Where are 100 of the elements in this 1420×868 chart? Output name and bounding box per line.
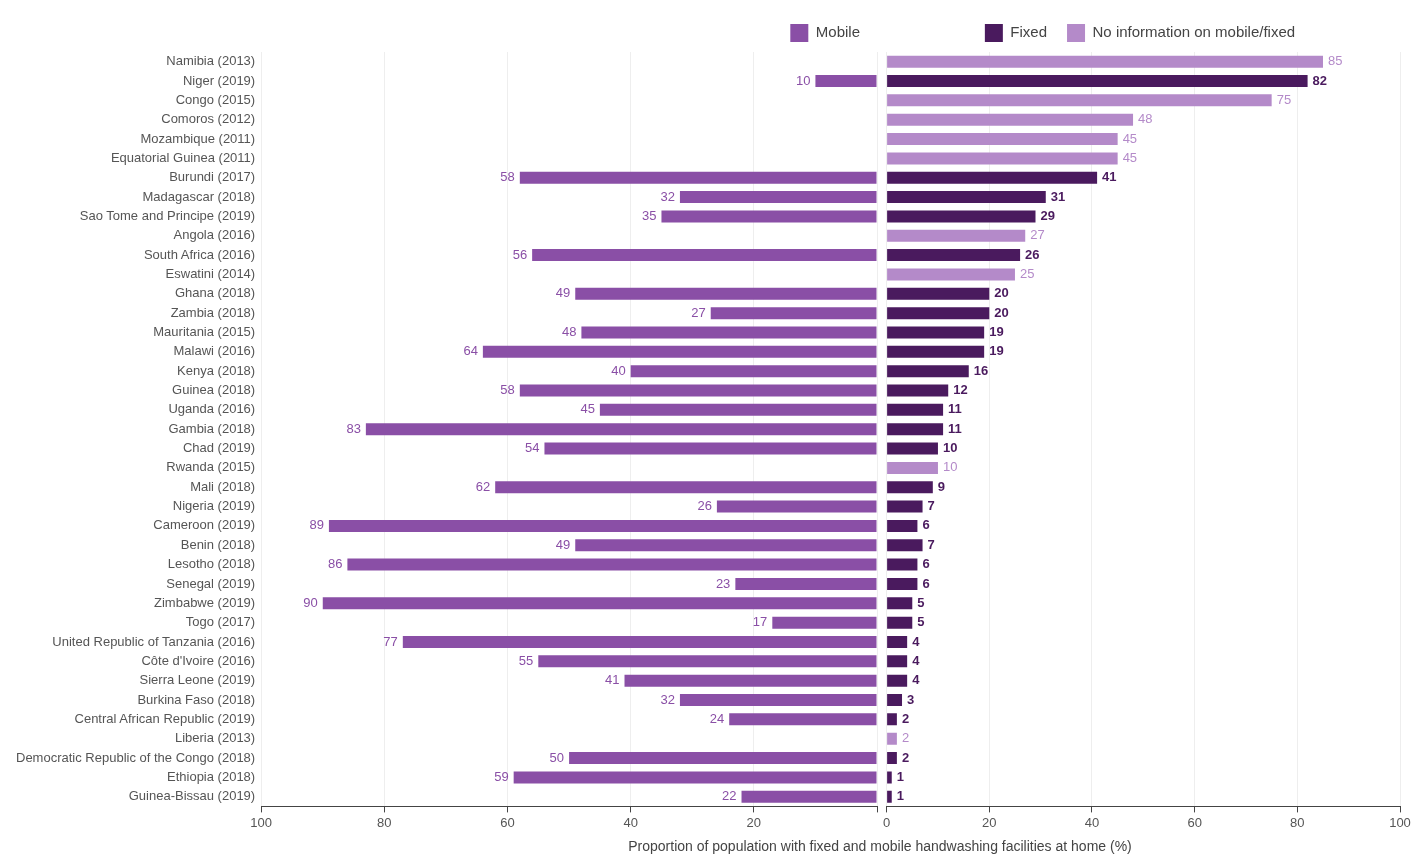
data-label: 26 — [1025, 246, 1040, 262]
data-label: 4 — [912, 652, 921, 668]
bar — [735, 577, 877, 590]
y-tick-label: Benin (2018) — [180, 536, 256, 552]
data-label: 3 — [907, 691, 915, 707]
data-label: 45 — [580, 401, 595, 417]
data-label: 12 — [953, 382, 968, 398]
y-tick-label: Guinea-Bissau (2019) — [128, 788, 256, 804]
x-tick-label: 20 — [746, 814, 762, 830]
data-label: 23 — [715, 575, 731, 591]
data-label: 85 — [1327, 53, 1343, 69]
data-label: 59 — [494, 768, 509, 784]
data-label: 10 — [942, 459, 958, 475]
data-label: 2 — [901, 730, 910, 746]
bar — [887, 790, 892, 803]
data-label: 27 — [691, 304, 706, 320]
bar — [887, 442, 938, 455]
bar — [729, 713, 877, 726]
bar — [630, 365, 877, 378]
bar — [716, 500, 877, 513]
bar — [679, 694, 877, 707]
x-tick-label: 80 — [1290, 814, 1305, 830]
bar — [887, 268, 1015, 281]
data-label: 40 — [611, 362, 626, 378]
bar — [887, 635, 908, 648]
y-tick-label: Democratic Republic of the Congo (2018) — [15, 749, 256, 765]
y-tick-label: Zambia (2018) — [170, 304, 256, 320]
data-label: 4 — [912, 672, 921, 688]
data-label: 56 — [512, 246, 528, 262]
y-tick-label: Niger (2019) — [182, 72, 256, 88]
bar — [887, 423, 944, 436]
bar — [887, 345, 985, 358]
data-label: 31 — [1050, 188, 1066, 204]
y-tick-label: Equatorial Guinea (2011) — [110, 149, 256, 165]
bar — [887, 461, 938, 474]
bar — [887, 326, 985, 339]
data-label: 86 — [327, 556, 343, 572]
bar — [887, 152, 1118, 165]
bar — [772, 616, 877, 629]
data-label: 64 — [463, 343, 478, 359]
data-label: 1 — [896, 768, 904, 784]
data-label: 90 — [303, 594, 318, 610]
legend-label: Mobile — [815, 23, 860, 41]
data-label: 25 — [1019, 266, 1035, 282]
bar — [538, 655, 877, 668]
bar — [887, 519, 918, 532]
data-label: 50 — [549, 749, 565, 765]
bar — [887, 694, 903, 707]
bar — [575, 287, 877, 300]
x-tick-label: 60 — [1187, 814, 1202, 830]
data-label: 49 — [555, 536, 571, 552]
y-tick-label: Eswatini (2014) — [165, 266, 256, 282]
bar — [887, 558, 918, 571]
y-tick-label: Togo (2017) — [185, 614, 256, 630]
y-tick-label: Sao Tome and Principe (2019) — [79, 208, 256, 223]
data-label: 75 — [1276, 91, 1292, 107]
y-tick-label: Ethiopia (2018) — [167, 768, 256, 784]
data-label: 55 — [518, 652, 534, 668]
data-label: 20 — [994, 304, 1009, 320]
y-tick-label: Uganda (2016) — [168, 401, 256, 417]
data-label: 83 — [346, 420, 361, 436]
y-tick-label: Angola (2016) — [173, 227, 256, 243]
bar — [741, 790, 877, 803]
bar — [328, 519, 877, 532]
data-label: 17 — [752, 614, 768, 630]
bar — [599, 403, 877, 416]
y-tick-label: Kenya (2018) — [177, 362, 256, 378]
data-label: 20 — [994, 285, 1009, 301]
y-tick-label: Chad (2019) — [182, 440, 256, 456]
data-label: 48 — [1138, 111, 1153, 127]
bar — [495, 481, 877, 494]
data-label: 32 — [660, 188, 675, 204]
x-tick-label: 0 — [883, 814, 891, 830]
y-tick-label: Congo (2015) — [175, 91, 256, 107]
bar — [402, 635, 877, 648]
data-label: 58 — [500, 382, 515, 398]
y-tick-label: Rwanda (2015) — [166, 459, 256, 475]
data-label: 41 — [605, 672, 620, 688]
data-label: 58 — [500, 169, 515, 185]
y-tick-label: Burundi (2017) — [169, 169, 256, 185]
data-label: 54 — [524, 440, 540, 456]
y-tick-label: Mali (2018) — [190, 478, 256, 494]
x-tick-label: 80 — [377, 814, 392, 830]
y-tick-label: Malawi (2016) — [173, 343, 256, 359]
bar — [887, 577, 918, 590]
data-label: 45 — [1122, 130, 1138, 146]
y-tick-label: Nigeria (2019) — [172, 498, 256, 514]
bar — [887, 113, 1134, 126]
bar — [887, 597, 913, 610]
bar — [887, 133, 1118, 146]
data-label: 89 — [309, 517, 324, 533]
bar — [887, 229, 1026, 242]
bar — [513, 771, 877, 784]
y-tick-label: Mauritania (2015) — [153, 324, 256, 340]
y-tick-label: Namibia (2013) — [166, 53, 256, 69]
y-tick-label: Cameroon (2019) — [153, 517, 256, 533]
bar — [887, 655, 908, 668]
data-label: 2 — [901, 749, 910, 765]
bar — [710, 307, 877, 320]
legend-label: No information on mobile/fixed — [1092, 23, 1296, 41]
